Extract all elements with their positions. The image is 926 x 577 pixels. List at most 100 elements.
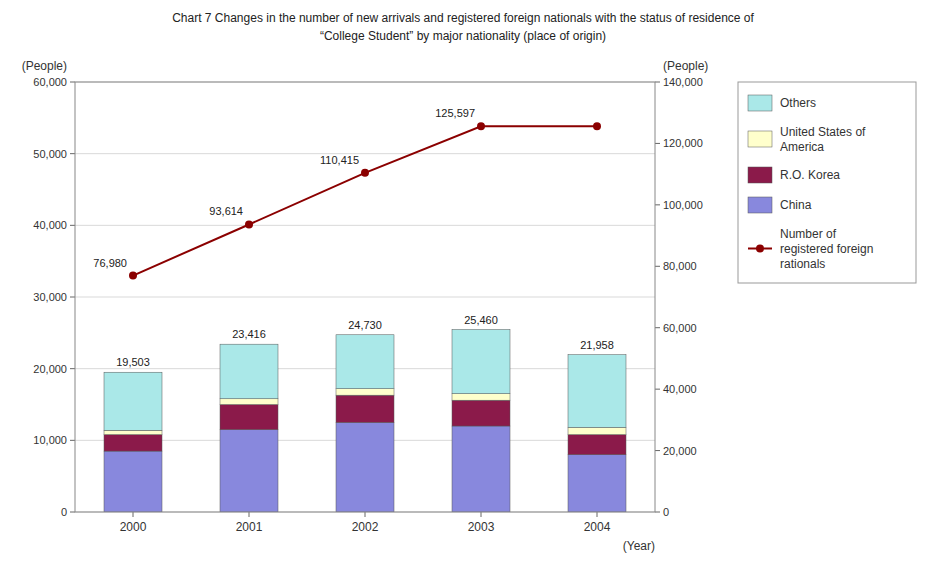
bar (336, 335, 394, 389)
y2-tick-label: 120,000 (663, 137, 703, 149)
y2-tick-label: 80,000 (663, 260, 697, 272)
y2-tick (655, 327, 660, 328)
legend-box (738, 82, 916, 283)
y-tick (70, 153, 75, 154)
y-tick (70, 440, 75, 441)
y2-tick-label: 0 (663, 506, 669, 518)
legend-swatch (748, 197, 772, 213)
bar (104, 372, 162, 430)
y-tick-label: 20,000 (33, 363, 67, 375)
plot-frame (75, 82, 655, 512)
line-marker (245, 220, 253, 228)
marks (104, 122, 626, 512)
grid-line (75, 225, 655, 226)
x-tick-label: 2000 (120, 520, 147, 534)
y-tick-label: 30,000 (33, 291, 67, 303)
x-tick-label: 2001 (236, 520, 263, 534)
x-tick (481, 512, 482, 517)
line-marker (477, 122, 485, 130)
bar (568, 427, 626, 434)
legend-swatch (748, 95, 772, 111)
line (133, 126, 597, 275)
subtitle: “College Student” by major nationality (… (320, 29, 606, 43)
legend-swatch (748, 167, 772, 183)
line-marker (129, 272, 137, 280)
bar (220, 405, 278, 430)
grid-line (75, 153, 655, 154)
total-label: 25,460 (464, 314, 498, 326)
bar (336, 389, 394, 395)
x-tick (133, 512, 134, 517)
x-tick (597, 512, 598, 517)
line-label: 110,415 (320, 154, 359, 166)
legend-entry: R.O. Korea (780, 168, 840, 182)
x-tick-label: 2003 (468, 520, 495, 534)
y2-tick (655, 389, 660, 390)
axes: 0 10,000 20,000 30,000 40,000 50,000 60,000 0 20… (33, 76, 702, 534)
total-label: 19,503 (116, 356, 150, 368)
bar (104, 451, 162, 512)
bar (452, 426, 510, 512)
y-axis-label: (People) (22, 59, 67, 73)
title: Chart 7 Changes in the number of new arr… (172, 11, 754, 25)
y2-tick-label: 100,000 (663, 199, 703, 211)
bar (336, 395, 394, 422)
total-label: 21,958 (580, 339, 614, 351)
labels: 19,503 23,416 24,730 25,460 21,958 76,980 93,6… (93, 107, 613, 368)
bar (104, 430, 162, 434)
bar (220, 344, 278, 399)
y-tick (70, 368, 75, 369)
y2-tick (655, 450, 660, 451)
x-axis-label: (Year) (623, 539, 655, 553)
bar (220, 430, 278, 512)
y2-tick-label: 40,000 (663, 383, 697, 395)
bar (568, 355, 626, 428)
bar (568, 455, 626, 512)
legend-swatch (756, 245, 764, 253)
y-tick-label: 40,000 (33, 219, 67, 231)
y2-tick-label: 140,000 (663, 76, 703, 88)
legend-entry: Number ofregistered foreignrationals (780, 227, 873, 271)
x-tick (365, 512, 366, 517)
bar (104, 435, 162, 451)
y2-tick (655, 82, 660, 83)
legend: Others United States ofAmerica R.O. Korea C… (738, 82, 916, 283)
legend-entry: Others (780, 96, 816, 110)
line-label: 93,614 (209, 205, 243, 217)
y2-tick-label: 60,000 (663, 322, 697, 334)
legend-entry: United States ofAmerica (780, 125, 866, 154)
bar (452, 330, 510, 394)
y-tick (70, 225, 75, 226)
y-tick-label: 10,000 (33, 434, 67, 446)
line-marker (593, 122, 601, 130)
x-tick-label: 2002 (352, 520, 379, 534)
chart: Chart 7 Changes in the number of new arr… (0, 0, 926, 577)
x-tick (249, 512, 250, 517)
x-tick-label: 2004 (584, 520, 611, 534)
y2-axis-label: (People) (663, 59, 708, 73)
total-label: 23,416 (232, 328, 266, 340)
y2-tick (655, 266, 660, 267)
y2-tick (655, 143, 660, 144)
legend-entry: China (780, 198, 812, 212)
grid-line (75, 297, 655, 298)
y-tick (70, 512, 75, 513)
y2-tick (655, 204, 660, 205)
y-tick-label: 0 (61, 506, 67, 518)
line-label: 76,980 (93, 257, 127, 269)
line-marker (361, 169, 369, 177)
bar (336, 422, 394, 512)
total-label: 24,730 (348, 319, 382, 331)
y-tick (70, 82, 75, 83)
y-tick (70, 297, 75, 298)
y2-tick (655, 512, 660, 513)
plot-area (75, 82, 655, 512)
y2-tick-label: 20,000 (663, 445, 697, 457)
y-tick-label: 50,000 (33, 148, 67, 160)
line-label: 125,597 (435, 107, 475, 119)
legend-swatch (748, 131, 772, 147)
bar (568, 435, 626, 455)
bar (220, 399, 278, 405)
bar (452, 394, 510, 400)
bar (452, 400, 510, 426)
